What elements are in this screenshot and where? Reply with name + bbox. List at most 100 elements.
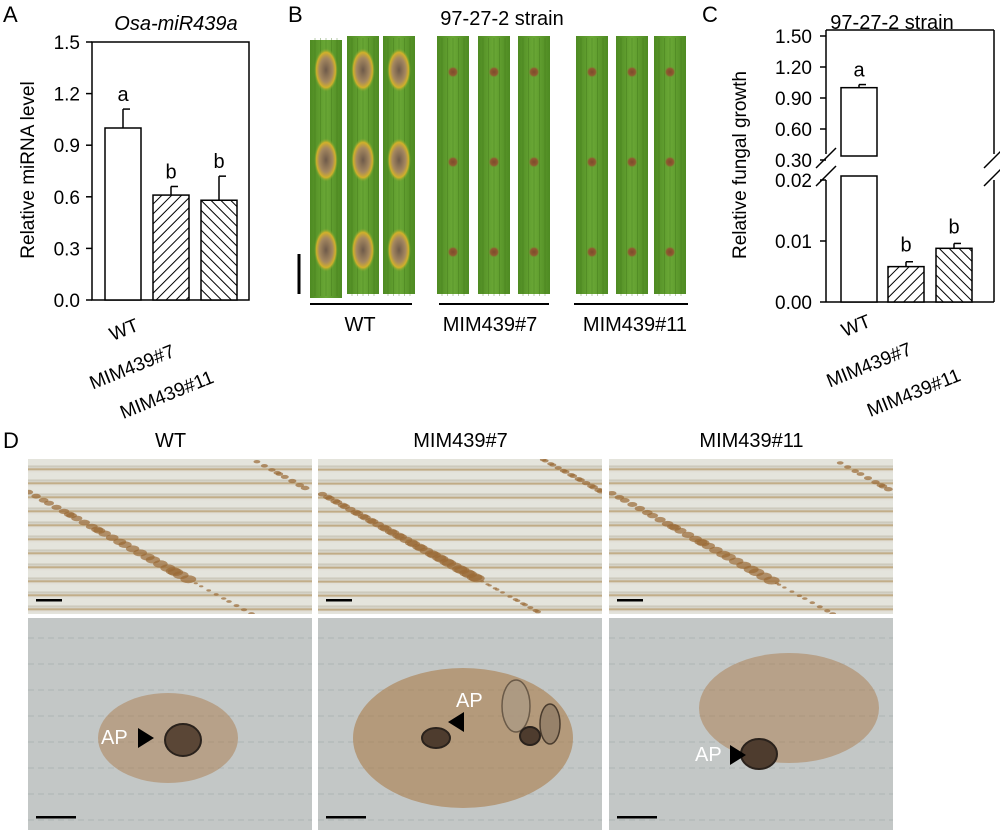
panel-c-bar-1: [887, 265, 925, 303]
panel-c-sig-letter: a: [853, 60, 865, 82]
panel-c-break-mark-right-2: [983, 168, 1000, 187]
ap-arrow-wt: [138, 728, 154, 748]
micrograph-appressorium-1: [318, 618, 602, 830]
panel-a-sig-letter: b: [213, 151, 224, 173]
leaf-lesion: [314, 228, 338, 272]
panel-label-d: D: [3, 428, 19, 453]
panel-c-sig-letter: b: [900, 235, 911, 257]
panel-c-break-mark-left-1: [815, 147, 837, 169]
ap-label-wt: AP: [101, 727, 128, 749]
panel-b-title: 97-27-2 strain: [440, 8, 564, 30]
micrograph-surface-0: [28, 459, 312, 614]
panel-c-ytick-label: 0.60: [775, 120, 812, 141]
micrograph-appressorium-2: [609, 618, 893, 830]
panel-a-bar-0: [104, 127, 142, 301]
ap-label-mim7: AP: [456, 690, 483, 712]
panel-b-label-wt: WT: [344, 314, 376, 336]
panel-c-bar-2: [935, 247, 973, 303]
panel-c-chart: 97-27-2 strain Relative fungal growth 0.…: [730, 12, 1000, 420]
panel-a-ytick-label: 0.3: [54, 239, 80, 260]
leaf-lesion: [387, 138, 411, 182]
leaf-lesion: [488, 246, 500, 258]
panel-c-break-mark-left-2: [815, 165, 837, 187]
leaf-lesion: [528, 246, 540, 258]
leaf-lesion: [314, 48, 338, 92]
panel-b-leaf-photo: [297, 36, 688, 305]
panel-d-label-mim11: MIM439#11: [699, 430, 804, 452]
leaf-4: [478, 36, 510, 296]
panel-c-title: 97-27-2 strain: [830, 12, 953, 34]
leaf-3: [437, 36, 469, 296]
panel-a-ytick-label: 0.6: [54, 188, 80, 209]
ap-label-mim11: AP: [695, 744, 722, 766]
panel-c-ytick-label: 0.90: [775, 89, 812, 110]
panel-d-label-mim7: MIM439#7: [413, 430, 508, 452]
panel-label-c: C: [702, 2, 718, 27]
leaf-lesion: [626, 66, 638, 78]
panel-a-sig-letter: b: [165, 161, 176, 183]
leaf-lesion: [664, 156, 676, 168]
leaf-lesion: [447, 156, 459, 168]
panel-c-ytick-label: 1.20: [775, 58, 812, 79]
leaf-1: [347, 36, 379, 296]
leaf-8: [654, 36, 686, 296]
ap-arrow-mim7: [448, 712, 464, 732]
leaf-lesion: [528, 156, 540, 168]
leaf-7: [616, 36, 648, 296]
leaf-lesion: [626, 156, 638, 168]
panel-c-ytick-label: 0.00: [775, 293, 812, 314]
leaf-lesion: [586, 156, 598, 168]
panel-a-category-label: WT: [107, 315, 143, 346]
leaf-lesion: [586, 246, 598, 258]
leaf-5: [518, 36, 550, 296]
panel-c-ytick-label: 0.01: [775, 232, 812, 253]
leaf-lesion: [314, 138, 338, 182]
leaf-lesion: [488, 66, 500, 78]
micrograph-surface-1: [318, 459, 602, 614]
leaf-lesion: [447, 66, 459, 78]
panel-c-ytick-label: 0.30: [775, 151, 812, 172]
panel-a-ylabel: Relative miRNA level: [18, 81, 39, 258]
panel-label-b: B: [288, 2, 303, 27]
leaf-lesion: [351, 138, 375, 182]
panel-a-sig-letter: a: [117, 84, 129, 106]
leaf-lesion: [387, 48, 411, 92]
leaf-lesion: [586, 66, 598, 78]
panel-a-title: Osa-miR439a: [114, 13, 237, 35]
leaf-lesion: [664, 246, 676, 258]
leaf-lesion: [447, 246, 459, 258]
panel-c-ytick-label: 0.02: [775, 171, 812, 192]
panel-b-label-mim7: MIM439#7: [442, 314, 538, 336]
panel-a-chart: Osa-miR439a Relative miRNA level 0.0 0.3 0…: [18, 13, 250, 420]
panel-a-ytick-label: 1.5: [54, 33, 80, 54]
leaf-lesion: [387, 228, 411, 272]
panel-a-bar-2: [200, 199, 238, 301]
micrograph-surface-2: [609, 459, 893, 614]
leaf-lesion: [351, 228, 375, 272]
panel-c-category-label: MIM439#11: [864, 365, 964, 420]
leaf-lesion: [351, 48, 375, 92]
panel-c-category-label: WT: [839, 311, 875, 342]
leaf-6: [576, 36, 608, 296]
panel-b-label-mim11: MIM439#11: [582, 314, 688, 336]
micrograph-appressorium-0: [28, 618, 312, 830]
panel-a-ytick-label: 1.2: [54, 85, 80, 106]
panel-c-ylabel: Relative fungal growth: [730, 71, 751, 259]
panel-a-ytick-label: 0.9: [54, 136, 80, 157]
panel-c-ytick-label: 1.50: [775, 27, 812, 48]
panel-c-category-label: MIM439#7: [824, 339, 915, 392]
panel-a-bar-1: [152, 194, 190, 301]
panel-c-break-mark-right-1: [983, 150, 1000, 169]
leaf-lesion: [626, 246, 638, 258]
panel-c-sig-letter: b: [948, 216, 959, 238]
panel-d-label-wt: WT: [154, 430, 187, 452]
panel-c-bar-0-upper: [840, 86, 878, 157]
panel-label-a: A: [3, 2, 18, 27]
leaf-0: [310, 38, 342, 298]
leaf-lesion: [528, 66, 540, 78]
panel-c-bar-0-lower: [840, 175, 878, 303]
panel-a-ytick-label: 0.0: [54, 291, 80, 312]
leaf-lesion: [664, 66, 676, 78]
leaf-2: [383, 36, 415, 296]
leaf-lesion: [488, 156, 500, 168]
